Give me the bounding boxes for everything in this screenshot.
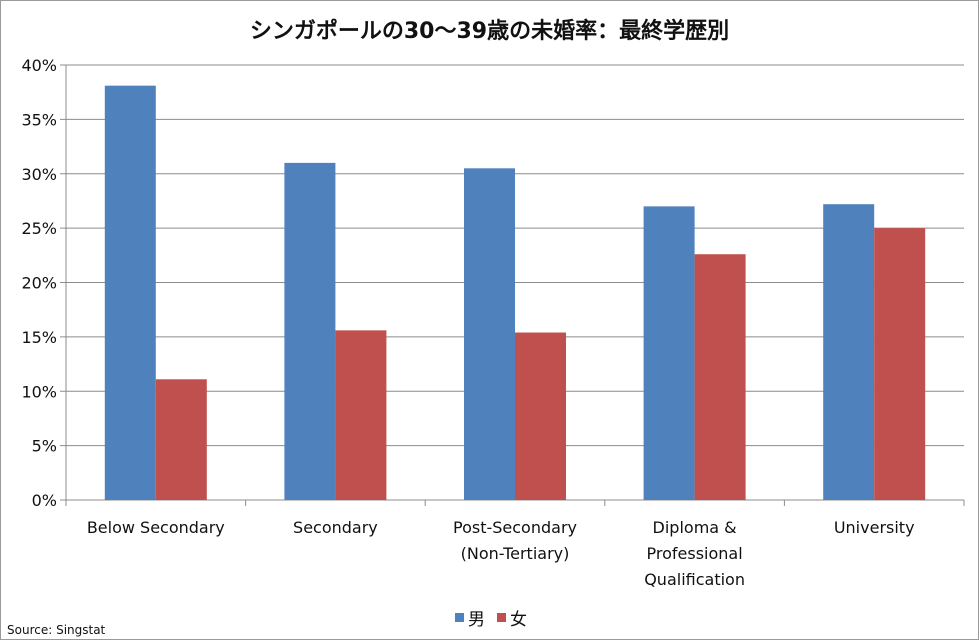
legend: 男 女 [455,605,539,630]
x-category-label: Secondary [293,518,378,537]
bar-female [155,379,207,500]
bar-female [694,254,746,500]
y-tick-label: 25% [21,219,57,238]
bar-female [335,330,387,500]
bar-male [643,206,695,500]
bar-female [515,332,566,500]
x-category-label: Diploma & [653,518,737,537]
source-note: Source: Singstat [7,623,106,637]
legend-swatch-female [497,613,506,622]
bar-male [284,162,336,500]
legend-item-female: 女 [497,605,527,630]
legend-label-female: 女 [510,610,527,630]
y-tick-label: 5% [32,437,57,456]
x-category-label: (Non-Tertiary) [461,544,570,563]
legend-item-male: 男 [455,605,485,630]
y-tick-label: 15% [21,328,57,347]
chart-title: シンガポールの30～39歳の未婚率：最終学歴別 [249,19,730,44]
y-tick-label: 35% [21,110,57,129]
legend-swatch-male [455,613,464,622]
y-tick-label: 20% [21,274,57,293]
y-tick-label: 0% [32,491,57,510]
bar-female [874,228,926,500]
bar-chart-plot: 0% 5% 10% 15% 20% 25% 30% 35% 40% Below Secondary… [21,56,965,589]
y-tick-label: 30% [21,165,57,184]
x-category-label: Post-Secondary [453,518,577,537]
x-category-label: University [834,518,915,537]
y-tick-label: 10% [21,382,57,401]
x-category-label: Qualification [644,570,745,589]
bar-male [464,168,515,500]
x-category-label: Below Secondary [87,518,225,537]
y-tick-label: 40% [21,56,57,75]
bar-male [823,204,875,500]
bar-male [104,85,156,500]
legend-label-male: 男 [468,610,485,630]
x-category-label: Professional [647,544,743,563]
